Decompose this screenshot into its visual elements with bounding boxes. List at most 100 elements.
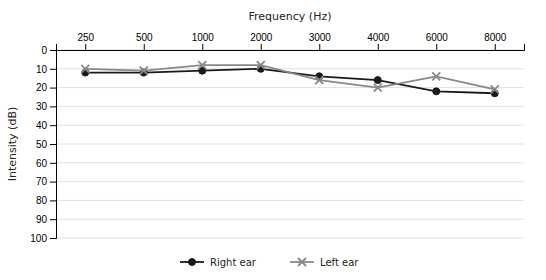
tick: 2000: [250, 32, 273, 50]
tick-mark: [50, 163, 56, 164]
point-group: [432, 72, 440, 80]
tick-label: 3000: [309, 32, 332, 43]
grid-line: [56, 68, 524, 69]
tick: 90: [36, 214, 56, 225]
tick: 6000: [426, 32, 449, 50]
legend: Right ear Left ear: [180, 257, 359, 268]
tick-label: 500: [136, 32, 153, 43]
tick-mark: [261, 44, 262, 50]
tick-label: 8000: [484, 32, 507, 43]
tick: 10: [36, 64, 56, 75]
point: [140, 67, 148, 75]
tick-mark: [50, 182, 56, 183]
tick-mark: [50, 125, 56, 126]
tick-mark: [50, 219, 56, 220]
grid-line: [56, 162, 524, 163]
tick-label: 6000: [426, 32, 449, 43]
point-group: [140, 67, 148, 75]
y-axis: 0 10 20 30 40 50 60 70 80 90 100: [30, 45, 56, 244]
grid-line: [56, 219, 524, 220]
point: [374, 77, 381, 84]
tick-mark: [50, 106, 56, 107]
point: [433, 88, 440, 95]
point-group: [491, 85, 499, 93]
point-group: [374, 84, 382, 92]
x-axis: 250 500 1000 2000 3000 4000 6000 8000: [57, 32, 525, 51]
grid-line: [56, 87, 524, 88]
point: [257, 61, 265, 69]
grid-line: [56, 181, 524, 182]
tick-label: 1000: [192, 32, 215, 43]
tick-mark: [319, 44, 320, 50]
legend-label: Left ear: [320, 257, 359, 268]
tick-mark: [50, 50, 56, 51]
point-group: [257, 61, 265, 69]
line: [85, 65, 495, 89]
grid-line: [56, 200, 524, 201]
tick: 100: [30, 233, 56, 244]
tick: 80: [36, 195, 56, 206]
y-axis-title: Intensity (dB): [6, 107, 19, 182]
tick: 250: [77, 32, 94, 50]
tick-mark: [436, 44, 437, 50]
tick-label: 0: [41, 45, 47, 56]
tick-mark: [378, 44, 379, 50]
legend-marker-group: [298, 258, 306, 266]
series: [82, 65, 499, 96]
tick-mark: [50, 88, 56, 89]
axis-line: [57, 44, 525, 51]
grid-line: [56, 125, 524, 126]
tick-label: 40: [36, 120, 48, 131]
tick: 30: [36, 101, 56, 112]
grid: [56, 50, 524, 238]
point-group: [81, 65, 89, 73]
tick-label: 250: [77, 32, 94, 43]
tick-mark: [50, 238, 56, 239]
axis-line: [50, 51, 57, 239]
tick: 3000: [309, 32, 332, 50]
tick-mark: [50, 200, 56, 201]
tick: 0: [41, 45, 56, 56]
tick: 40: [36, 120, 56, 131]
tick: 4000: [367, 32, 390, 50]
tick-label: 2000: [250, 32, 273, 43]
grid-line: [56, 144, 524, 145]
tick-label: 4000: [367, 32, 390, 43]
tick-label: 60: [36, 158, 48, 169]
tick-label: 70: [36, 176, 48, 187]
point: [315, 76, 323, 84]
point-group: [198, 61, 206, 69]
tick: 50: [36, 139, 56, 150]
tick-label: 10: [36, 64, 48, 75]
tick-label: 20: [36, 82, 48, 93]
point: [491, 85, 499, 93]
point: [374, 84, 382, 92]
legend-item: Right ear: [180, 257, 257, 268]
tick-mark: [495, 44, 496, 50]
tick-mark: [202, 44, 203, 50]
point: [432, 72, 440, 80]
legend-marker: [189, 259, 196, 266]
tick-mark: [50, 144, 56, 145]
legend-label: Right ear: [210, 257, 257, 268]
tick-mark: [85, 44, 86, 50]
tick-label: 30: [36, 101, 48, 112]
grid-line: [56, 106, 524, 107]
tick-mark: [50, 69, 56, 70]
tick: 1000: [192, 32, 215, 50]
legend-marker: [298, 258, 306, 266]
point-group: [315, 76, 323, 84]
tick: 70: [36, 176, 56, 187]
marks: [81, 61, 499, 97]
tick-label: 50: [36, 139, 48, 150]
tick: 60: [36, 158, 56, 169]
tick-label: 80: [36, 195, 48, 206]
tick-label: 100: [30, 233, 47, 244]
grid-line: [56, 238, 524, 239]
tick: 20: [36, 82, 56, 93]
legend-item: Left ear: [290, 257, 359, 268]
point-group: [374, 77, 381, 84]
point: [81, 65, 89, 73]
point: [198, 61, 206, 69]
tick-label: 90: [36, 214, 48, 225]
